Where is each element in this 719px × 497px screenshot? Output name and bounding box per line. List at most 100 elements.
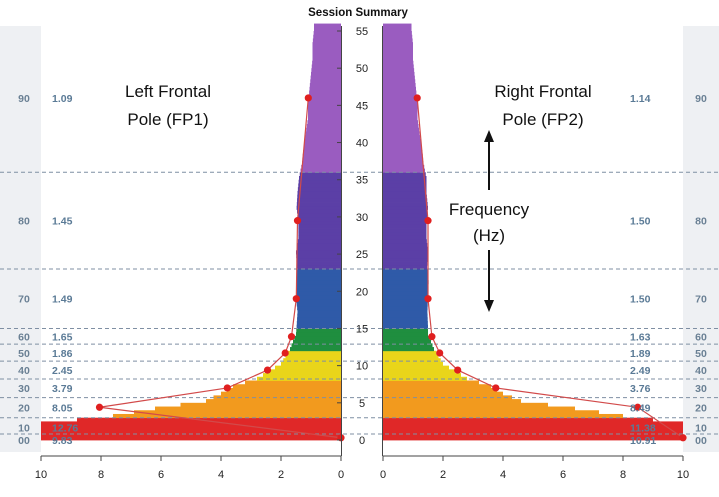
left-spectrum-bar [312,60,341,65]
right-data-point [424,217,432,225]
left-spectrum-bar [296,205,341,210]
frequency-label-line2: (Hz) [473,226,505,245]
right-spectrum-bar [383,71,415,77]
left-spectrum-bar [245,380,341,385]
left-channel-label-line1: Left Frontal [125,82,211,101]
left-spectrum-bar [41,432,341,437]
right-percentile-label: 20 [695,402,707,414]
frequency-label-line1: Frequency [449,200,530,219]
left-spectrum-bar [293,339,341,344]
left-spectrum-bar [296,321,341,326]
right-spectrum-bar [383,57,413,62]
right-spectrum-bar [383,120,419,125]
right-spectrum-bar [383,101,418,106]
right-spectrum-bar [383,86,416,91]
right-spectrum-bar [383,209,428,214]
right-spectrum-bar [383,317,428,322]
right-channel-label-line1: Right Frontal [494,82,591,101]
left-data-point [304,94,312,102]
left-spectrum-bar [298,235,341,240]
right-spectrum-bar [383,410,599,415]
left-spectrum-bar [298,228,341,233]
right-ratio-value: 11.38 [630,422,656,434]
left-spectrum-bar [311,68,341,73]
left-spectrum-bar [221,391,341,396]
right-spectrum-bar [383,332,428,337]
left-spectrum-bar [312,45,341,50]
left-percentile-label: 00 [18,435,30,447]
right-data-point [634,403,642,411]
left-spectrum-bar [296,265,341,270]
right-percentile-label: 00 [695,435,707,447]
right-spectrum-bar [383,127,420,132]
left-spectrum-bar [302,157,341,162]
left-spectrum-bar [311,64,341,69]
right-spectrum-bar [383,257,428,262]
left-spectrum-bar [296,261,341,266]
right-spectrum-bar [383,302,428,307]
left-spectrum-bar [297,198,341,203]
left-spectrum-bar [263,373,341,378]
right-spectrum-bar [383,228,427,233]
right-spectrum-bar [383,347,434,352]
left-spectrum-bar [296,294,341,300]
left-spectrum-bar [312,42,341,47]
left-ratio-value: 3.79 [52,383,73,395]
left-spectrum-bar [308,97,341,103]
right-ratio-value: 8.49 [630,402,651,414]
left-spectrum-bar [287,350,341,355]
left-data-point [287,333,296,341]
left-spectrum-bar [301,164,341,169]
left-spectrum-bar [312,38,341,43]
left-ratio-value: 1.45 [52,216,73,228]
right-data-point [424,295,432,303]
y-tick-label: 45 [356,100,368,112]
left-spectrum-bar [283,358,341,363]
right-spectrum-bar [383,406,575,411]
left-spectrum-bar [290,347,341,352]
y-tick-label: 35 [356,175,368,187]
right-data-point [454,366,462,374]
right-ratio-value: 1.14 [630,93,651,105]
left-spectrum-bar [285,354,341,359]
right-spectrum-bar [383,142,422,147]
left-spectrum-bar [298,179,341,184]
left-data-point [281,349,289,357]
y-tick-label: 15 [356,323,368,335]
right-spectrum-bar [383,42,413,47]
y-tick-label: 55 [356,26,368,38]
left-percentile-label: 70 [18,294,30,306]
right-spectrum-bar [383,105,418,110]
right-spectrum-bar [383,395,512,400]
left-spectrum-bar [303,146,341,151]
right-spectrum-bar [383,38,413,43]
left-spectrum-bar [113,413,341,419]
right-ratio-value: 1.50 [630,294,651,306]
right-spectrum-bar [383,97,418,103]
left-percentile-gutter [0,26,41,452]
right-spectrum-bar [383,34,413,39]
left-ratio-value: 9.83 [52,435,73,447]
right-percentile-label: 70 [695,294,707,306]
right-spectrum-bar [383,187,427,192]
right-spectrum-bar [383,172,426,177]
left-percentile-label: 90 [18,93,30,105]
right-spectrum-bar [383,387,497,393]
left-spectrum-bar [296,328,341,333]
left-spectrum-bar [297,190,341,195]
left-spectrum-bar [296,324,341,329]
left-spectrum-bar [298,220,341,225]
right-spectrum-bar [383,109,418,114]
right-spectrum-bar [383,23,412,28]
right-data-point [413,94,421,102]
left-spectrum-bar [304,138,341,143]
right-ratio-value: 1.89 [630,348,651,360]
right-spectrum-bar [383,250,428,255]
left-percentile-label: 40 [18,365,30,377]
right-channel-label-line2: Pole (FP2) [502,110,583,129]
left-spectrum-bar [296,254,341,259]
left-percentile-label: 20 [18,402,30,414]
left-spectrum-bar [309,90,341,95]
right-x-tick-label: 10 [677,469,689,481]
left-spectrum-bar [275,365,341,370]
